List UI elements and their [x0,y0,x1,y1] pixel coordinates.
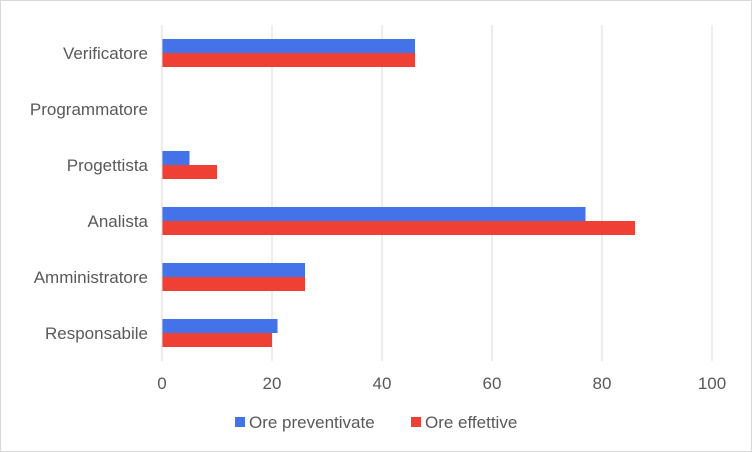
x-tick-label: 80 [593,374,612,393]
x-tick-label: 40 [373,374,392,393]
x-tick-label: 60 [483,374,502,393]
legend: Ore preventivate Ore effettive [235,413,517,432]
category-label: Programmatore [30,100,148,119]
bar-ore-effettive [162,165,217,179]
bar-ore-preventivate [162,263,305,277]
bar-ore-preventivate [162,319,278,333]
x-tick-label: 100 [698,374,726,393]
x-tick-label: 20 [263,374,282,393]
bar-ore-effettive [162,53,415,67]
category-label: Verificatore [63,44,148,63]
bar-ore-preventivate [162,39,415,53]
x-tick-label: 0 [157,374,166,393]
gridlines [271,25,713,361]
bars [162,39,635,347]
category-label: Responsabile [45,324,148,343]
legend-label: Ore effettive [425,413,517,432]
bar-ore-preventivate [162,151,190,165]
bar-ore-preventivate [162,207,586,221]
legend-swatch [235,417,245,427]
category-label: Progettista [67,156,149,175]
category-label: Amministratore [34,268,148,287]
axes: 0 20 40 60 80 100 Verificatore Programmatore Pro… [30,25,726,393]
bar-ore-effettive [162,333,272,347]
category-label: Analista [88,212,149,231]
bar-ore-effettive [162,221,635,235]
bar-ore-effettive [162,277,305,291]
legend-swatch [411,417,421,427]
legend-label: Ore preventivate [249,413,375,432]
